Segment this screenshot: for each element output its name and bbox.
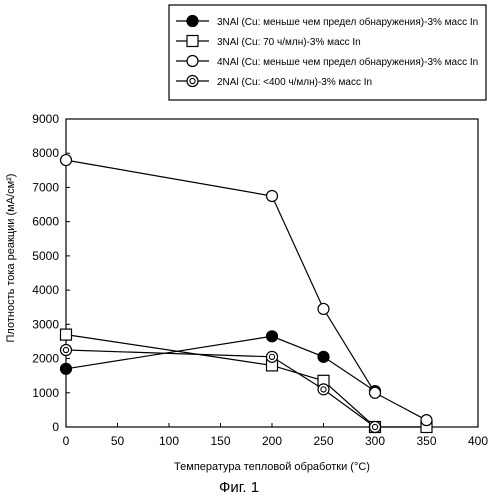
figure-caption: Фиг. 1 — [219, 479, 259, 496]
series-line-2 — [65, 334, 427, 428]
y-tick-label: 9000 — [32, 112, 59, 126]
y-tick-label: 0 — [52, 420, 59, 434]
x-tick-label: 350 — [416, 434, 436, 448]
data-point-series-3 — [59, 153, 73, 167]
data-point-series-3 — [317, 302, 330, 316]
legend-marker-3 — [186, 54, 199, 68]
x-tick-label: 50 — [111, 434, 125, 448]
x-tick-label: 300 — [365, 434, 385, 448]
data-point-series-1 — [265, 330, 279, 343]
y-axis-title: Плотность тока реакции (мА/см²) — [5, 174, 17, 343]
legend-label-1: 3NAl (Cu: меньше чем предел обнаружения)… — [217, 16, 478, 28]
x-tick-label: 200 — [262, 434, 282, 448]
series-layer — [59, 153, 433, 434]
y-tick-label: 8000 — [32, 146, 59, 160]
y-tick-label: 5000 — [32, 249, 59, 263]
series-line-1 — [65, 335, 376, 392]
data-point-series-4 — [265, 350, 279, 363]
y-tick-label: 7000 — [32, 180, 59, 194]
data-point-series-3 — [368, 386, 382, 399]
data-point-series-4 — [317, 383, 330, 396]
legend-label-2: 3NAl (Cu: 70 ч/млн)-3% масс In — [217, 37, 361, 48]
series-line-4 — [65, 349, 376, 428]
x-tick-label: 250 — [313, 434, 333, 448]
x-axis-title: Температура тепловой обработки (°C) — [174, 461, 370, 473]
legend-label-4: 2NAl (Cu: <400 ч/млн)-3% масс In — [217, 77, 372, 88]
x-tick-label: 400 — [468, 434, 488, 448]
series-line-3 — [65, 159, 427, 421]
y-tick-label: 4000 — [32, 283, 59, 297]
legend: 3NAl (Cu: меньше чем предел обнаружения)… — [168, 4, 487, 101]
x-tick-label: 150 — [210, 434, 230, 448]
x-tick-label: 0 — [63, 434, 70, 448]
legend-marker-1 — [186, 14, 199, 28]
tick-labels: 0 50 100 150 200 250 300 350 4000100020003000400… — [32, 112, 488, 448]
plot-frame — [65, 118, 479, 428]
x-tick-label: 100 — [159, 434, 179, 448]
data-point-series-4 — [59, 343, 73, 357]
data-point-series-4 — [368, 420, 382, 434]
data-point-series-1 — [59, 362, 73, 375]
y-tick-label: 6000 — [32, 215, 59, 229]
legend-marker-2 — [186, 34, 199, 48]
y-tick-label: 1000 — [32, 386, 59, 400]
data-point-series-2 — [59, 328, 73, 341]
legend-label-3: 4NAl (Cu: меньше чем предел обнаружения)… — [217, 56, 478, 68]
data-point-series-3 — [265, 189, 279, 203]
y-tick-label: 3000 — [32, 317, 59, 331]
legend-box — [168, 4, 487, 101]
legend-marker-4 — [186, 74, 199, 88]
axes — [65, 118, 479, 428]
y-tick-label: 2000 — [32, 352, 59, 366]
data-point-series-1 — [317, 350, 330, 363]
data-point-series-3 — [420, 414, 433, 427]
